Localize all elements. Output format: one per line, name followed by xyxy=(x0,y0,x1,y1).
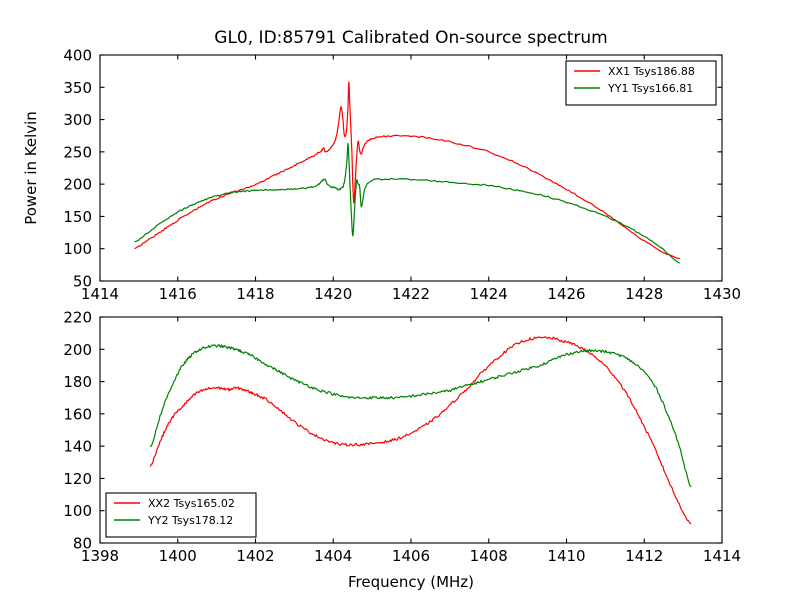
legend-top-panel[interactable]: XX1 Tsys186.88 YY1 Tsys166.81 xyxy=(565,60,717,106)
x-tick-label: 1404 xyxy=(314,547,352,565)
y-tick-label: 50 xyxy=(73,273,92,291)
legend-bottom-panel[interactable]: XX2 Tsys165.02 YY2 Tsys178.12 xyxy=(105,492,257,538)
legend-label: XX1 Tsys186.88 xyxy=(608,65,695,78)
y-tick-label: 140 xyxy=(63,438,92,456)
y-tick-label: 160 xyxy=(63,405,92,423)
series-line-yy1 xyxy=(134,142,680,264)
x-tick-label: 1428 xyxy=(625,285,663,303)
x-tick-label: 1412 xyxy=(625,547,663,565)
y-tick-label: 300 xyxy=(63,111,92,129)
y-tick-label: 350 xyxy=(63,79,92,97)
series-line-xx2 xyxy=(149,336,692,525)
y-tick-label: 250 xyxy=(63,143,92,161)
data-area-top-panel xyxy=(134,81,680,264)
panel-bottom-panel: 1398 1400 1402 1404 1406 1408 1410 1412 1414 80 10… xyxy=(63,309,741,592)
y-tick-label: 100 xyxy=(63,502,92,520)
y-tick-label: 220 xyxy=(63,309,92,327)
x-tick-label: 1430 xyxy=(703,285,741,303)
y-tick-label: 120 xyxy=(63,470,92,488)
legend-label: YY2 Tsys178.12 xyxy=(147,514,233,527)
x-tick-label: 1414 xyxy=(703,547,741,565)
y-tick-label: 400 xyxy=(63,47,92,65)
chart-title: GL0, ID:85791 Calibrated On-source spect… xyxy=(214,28,607,48)
legend-label: YY1 Tsys166.81 xyxy=(607,82,693,95)
y-tick-label: 180 xyxy=(63,373,92,391)
x-tick-label: 1400 xyxy=(159,547,197,565)
data-area-bottom-panel xyxy=(149,336,692,525)
y-tick-label: 200 xyxy=(63,341,92,359)
x-tick-label: 1408 xyxy=(470,547,508,565)
x-tick-label: 1418 xyxy=(236,285,274,303)
y-tick-label: 150 xyxy=(63,208,92,226)
x-tick-label: 1398 xyxy=(81,547,119,565)
x-tick-label: 1414 xyxy=(81,285,119,303)
y-axis-label: Power in Kelvin xyxy=(22,111,40,225)
x-tick-label: 1426 xyxy=(547,285,585,303)
legend-box xyxy=(105,492,257,538)
x-tick-label: 1422 xyxy=(392,285,430,303)
x-tick-label: 1416 xyxy=(159,285,197,303)
x-axis-label: Frequency (MHz) xyxy=(348,573,474,591)
y-tick-label: 100 xyxy=(63,240,92,258)
y-tick-label: 80 xyxy=(73,535,92,553)
legend-label: XX2 Tsys165.02 xyxy=(148,497,235,510)
x-tick-label: 1402 xyxy=(236,547,274,565)
x-tick-label: 1420 xyxy=(314,285,352,303)
series-line-xx1 xyxy=(134,81,680,259)
x-tick-label: 1424 xyxy=(470,285,508,303)
x-tick-label: 1410 xyxy=(547,547,585,565)
legend-box xyxy=(565,60,717,106)
y-tick-label: 200 xyxy=(63,176,92,194)
x-tick-label: 1406 xyxy=(392,547,430,565)
panel-top-panel: 1414 1416 1418 1420 1422 1424 1426 1428 1430 50 10… xyxy=(22,28,741,303)
series-line-yy2 xyxy=(149,344,692,488)
